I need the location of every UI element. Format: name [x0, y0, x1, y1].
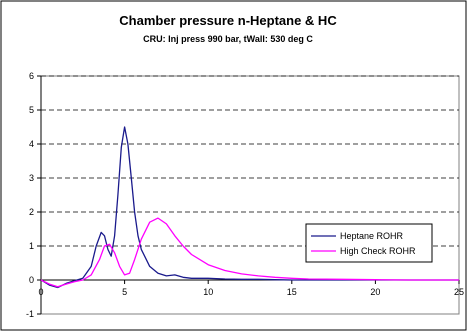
- x-tick-label-3: 15: [287, 287, 297, 297]
- y-tick-label-1: 0: [29, 275, 34, 285]
- y-tick-label-5: 4: [29, 139, 34, 149]
- legend-box: [305, 223, 433, 263]
- y-tick-label-7: 6: [29, 71, 34, 81]
- x-tick-label-4: 20: [370, 287, 380, 297]
- x-tick-label-5: 25: [454, 287, 464, 297]
- legend: Heptane ROHR High Check ROHR: [305, 223, 433, 263]
- y-tick-label-3: 2: [29, 207, 34, 217]
- series-line-1: [40, 217, 459, 288]
- legend-label-heptane: Heptane ROHR: [340, 231, 404, 241]
- x-tick-label-1: 5: [122, 287, 127, 297]
- y-tick-label-0: -1: [26, 309, 34, 319]
- chart-subtitle: CRU: Inj press 990 bar, tWall: 530 deg C: [143, 34, 313, 44]
- y-tick-label-2: 1: [29, 241, 34, 251]
- series-line-0: [40, 126, 459, 289]
- series-layer: [40, 126, 459, 289]
- chart-title: Chamber pressure n-Heptane & HC: [119, 13, 337, 28]
- legend-label-high-check: High Check ROHR: [340, 246, 416, 256]
- y-tick-label-6: 5: [29, 105, 34, 115]
- x-tick-label-2: 10: [203, 287, 213, 297]
- x-tick-label-0: 0: [38, 287, 43, 297]
- y-tick-label-4: 3: [29, 173, 34, 183]
